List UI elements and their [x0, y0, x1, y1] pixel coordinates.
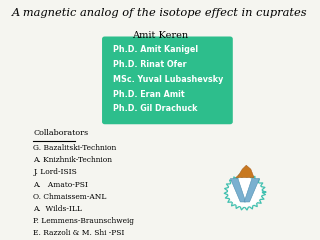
Polygon shape — [236, 165, 254, 178]
Text: Ph.D. Gil Drachuck: Ph.D. Gil Drachuck — [113, 104, 197, 113]
Text: A.   Amato-PSI: A. Amato-PSI — [33, 181, 88, 189]
Text: O. Chmaissem-ANL: O. Chmaissem-ANL — [33, 193, 107, 201]
Text: A.  Wilds-ILL: A. Wilds-ILL — [33, 205, 82, 213]
Text: Collaborators: Collaborators — [33, 129, 88, 137]
Text: E. Razzoli & M. Shi -PSI: E. Razzoli & M. Shi -PSI — [33, 229, 125, 237]
Text: Ph.D. Eran Amit: Ph.D. Eran Amit — [113, 90, 184, 99]
Text: J. Lord-ISIS: J. Lord-ISIS — [33, 168, 77, 176]
FancyBboxPatch shape — [102, 36, 233, 124]
Text: A. Knizhnik-Technion: A. Knizhnik-Technion — [33, 156, 112, 164]
Text: A magnetic analog of the isotope effect in cuprates: A magnetic analog of the isotope effect … — [12, 8, 308, 18]
Text: Ph.D. Rinat Ofer: Ph.D. Rinat Ofer — [113, 60, 187, 69]
Text: P. Lemmens-Braunschweig: P. Lemmens-Braunschweig — [33, 217, 134, 225]
Text: MSc. Yuval Lubashevsky: MSc. Yuval Lubashevsky — [113, 75, 223, 84]
Text: Amit Keren: Amit Keren — [132, 31, 188, 40]
Text: G. Bazalitski-Technion: G. Bazalitski-Technion — [33, 144, 116, 152]
Polygon shape — [244, 179, 260, 202]
Polygon shape — [230, 179, 246, 202]
Text: Ph.D. Amit Kanigel: Ph.D. Amit Kanigel — [113, 45, 198, 54]
Polygon shape — [229, 178, 261, 206]
